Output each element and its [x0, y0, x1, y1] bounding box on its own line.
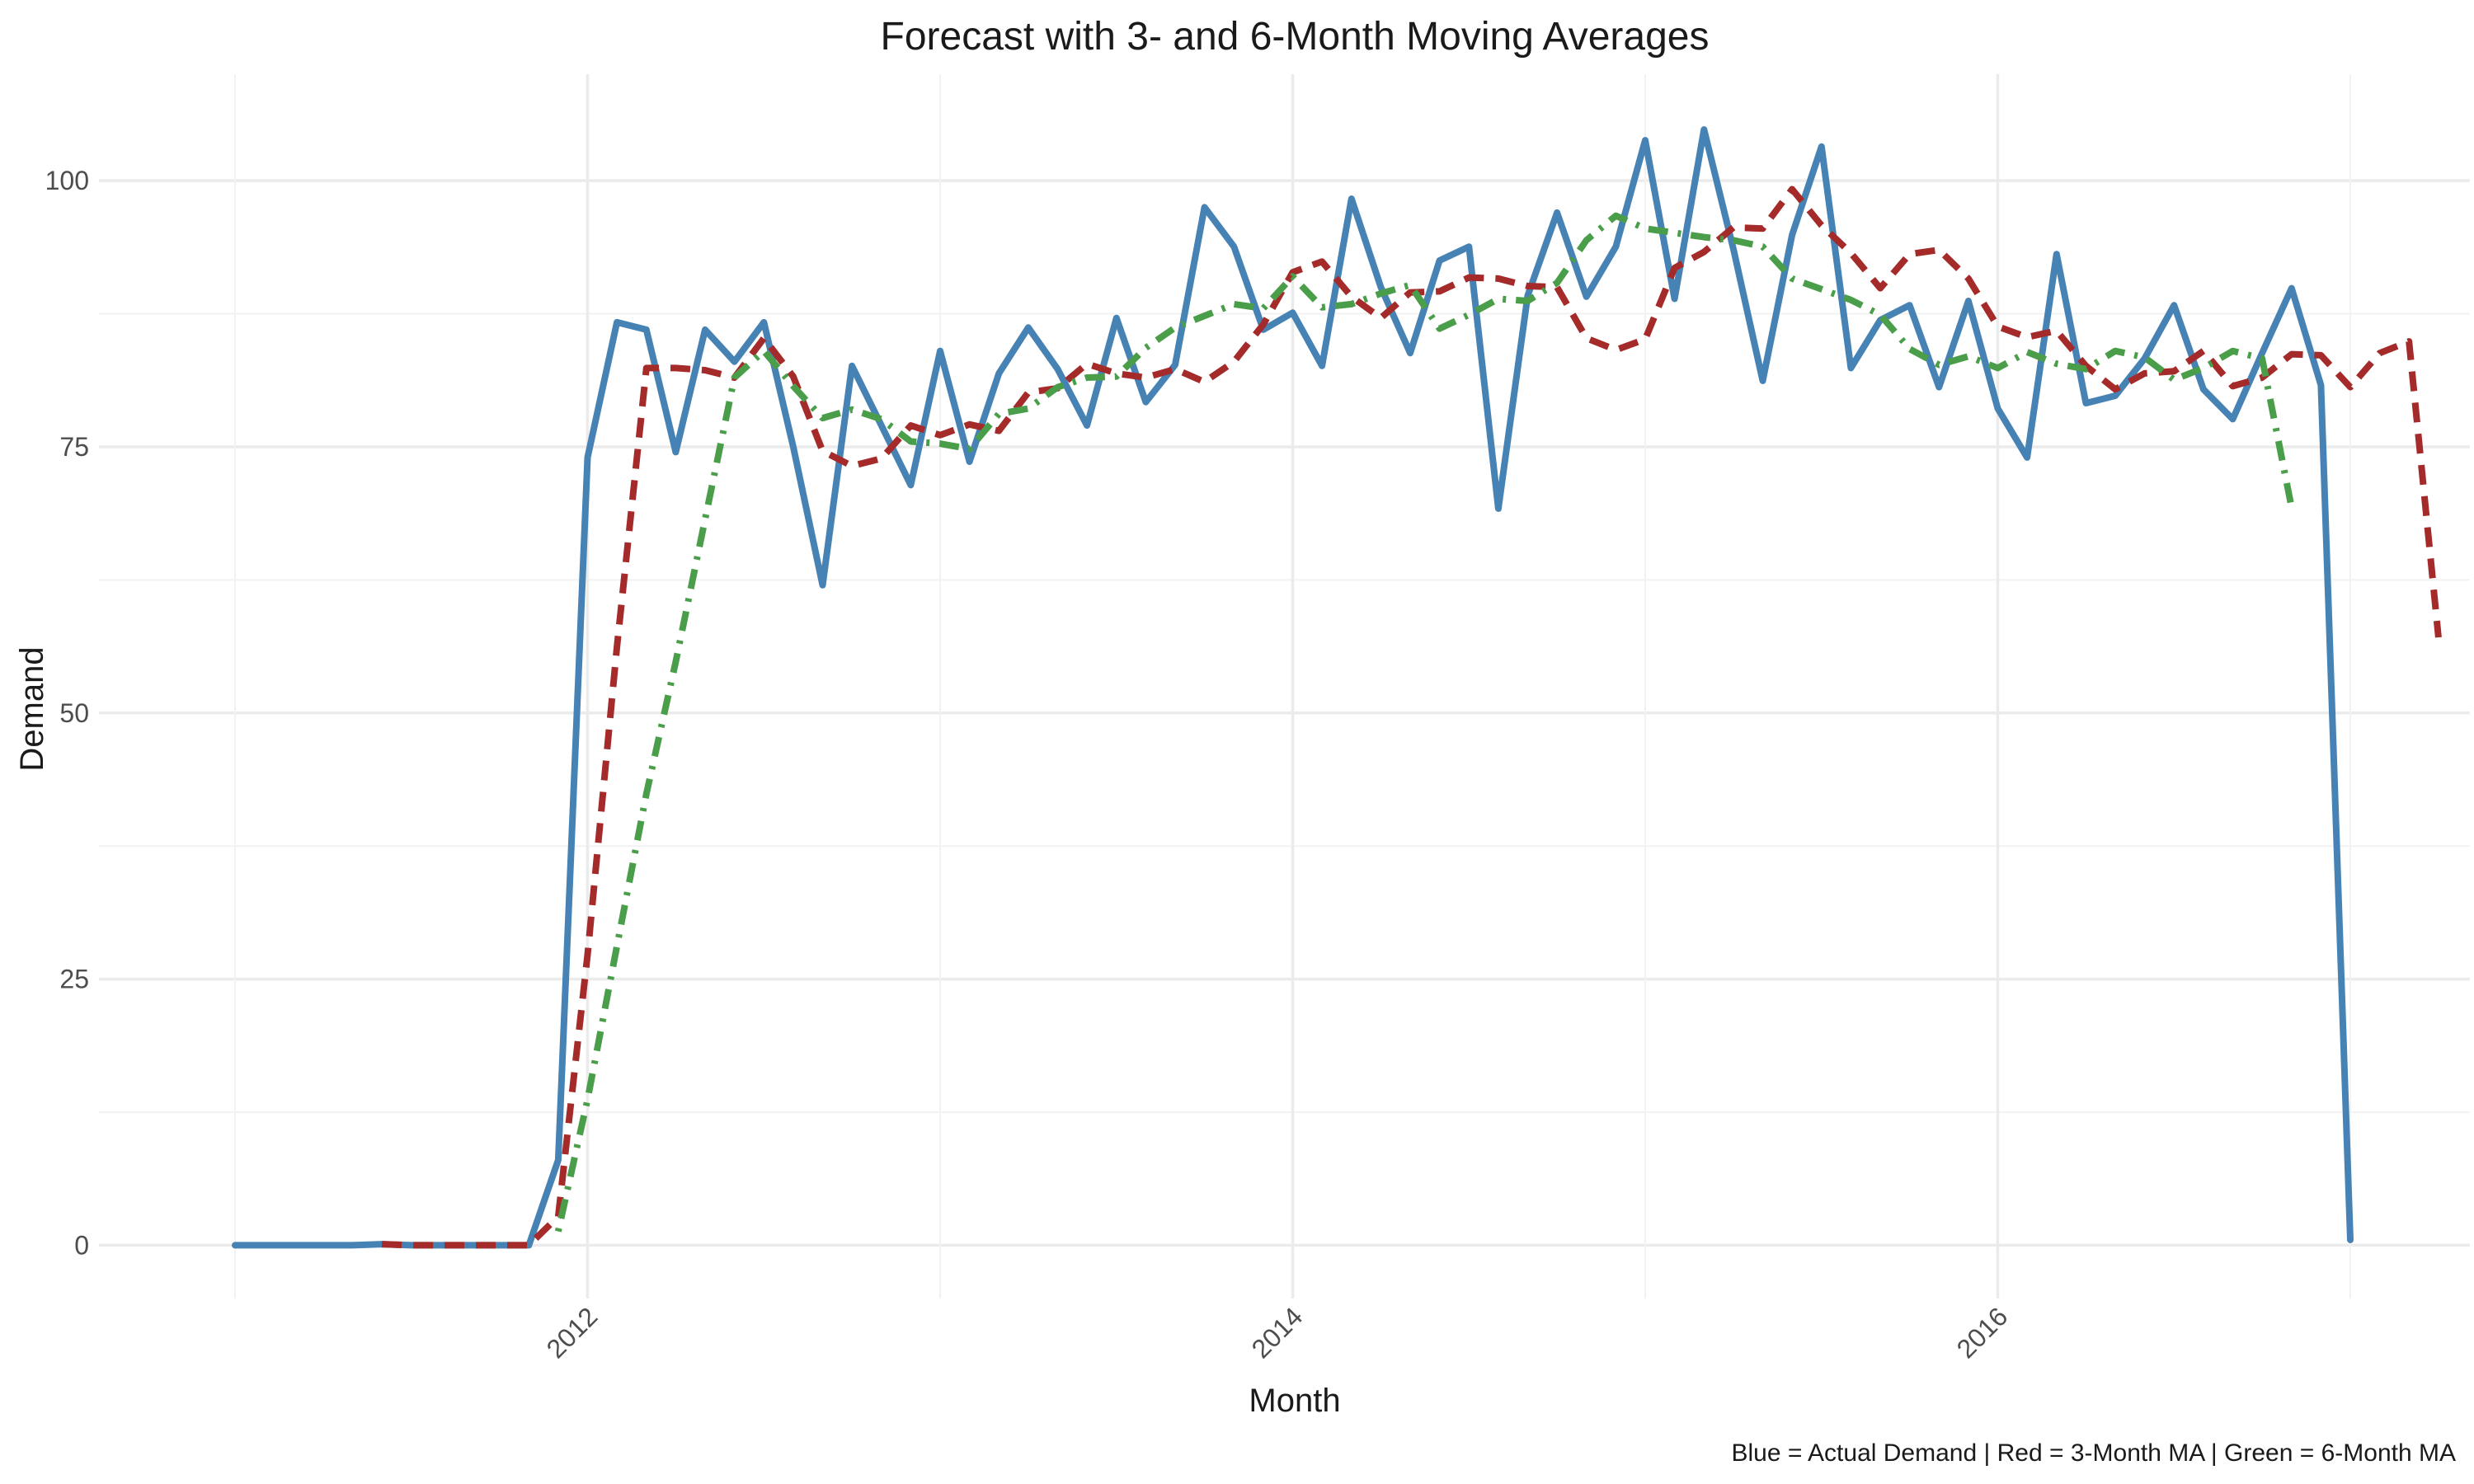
y-tick-label: 100: [45, 166, 89, 195]
y-axis-title: Demand: [14, 646, 50, 771]
y-tick-label: 0: [74, 1230, 89, 1260]
x-tick-labels: 2012 2014 2016: [541, 1301, 2014, 1364]
chart-title: Forecast with 3- and 6-Month Moving Aver…: [881, 15, 1710, 59]
series-line-actual-demand: [232, 126, 2354, 1249]
y-tick-label: 25: [59, 965, 89, 994]
x-axis-title: Month: [1249, 1383, 1340, 1419]
y-tick-label: 50: [59, 698, 89, 728]
x-tick-label: 2016: [1951, 1301, 2014, 1364]
y-tick-labels: 0 25 50 75 100: [45, 166, 89, 1260]
grid: [99, 74, 2470, 1298]
x-tick-label: 2014: [1246, 1301, 1309, 1364]
series-line-6-month-ma: [554, 212, 2295, 1233]
series-line-3-month-ma: [381, 186, 2442, 1249]
y-tick-label: 75: [59, 432, 89, 462]
series-layer: [232, 126, 2442, 1249]
x-tick-label: 2012: [541, 1301, 604, 1364]
chart-caption: Blue = Actual Demand | Red = 3-Month MA …: [1731, 1439, 2456, 1467]
